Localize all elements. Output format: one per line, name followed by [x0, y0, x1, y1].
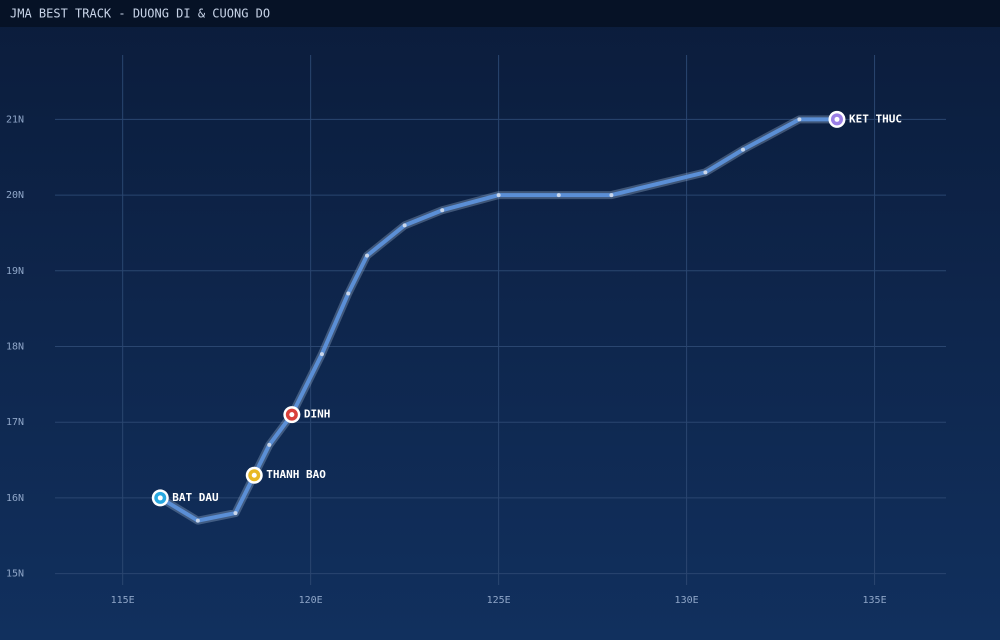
annotation-marker — [157, 495, 163, 501]
y-tick-label: 20N — [6, 190, 24, 201]
track-point — [740, 147, 745, 152]
title-bar — [0, 0, 1000, 27]
track-point — [195, 518, 200, 523]
track-point — [703, 170, 708, 175]
track-point — [609, 193, 614, 198]
annotation-label: DINH — [304, 408, 331, 421]
track-point — [440, 208, 445, 213]
y-tick-label: 17N — [6, 417, 24, 428]
x-tick-label: 130E — [675, 595, 699, 606]
y-tick-label: 19N — [6, 266, 24, 277]
y-tick-label: 18N — [6, 342, 24, 353]
track-point — [365, 253, 370, 258]
annotation-label: THANH BAO — [266, 468, 326, 481]
track-point — [797, 117, 802, 122]
x-tick-label: 115E — [111, 595, 135, 606]
track-point — [233, 511, 238, 516]
y-tick-label: 15N — [6, 569, 24, 580]
annotation-label: BAT DAU — [172, 491, 219, 504]
chart-title: JMA BEST TRACK - DUONG DI & CUONG DO — [10, 7, 270, 21]
annotation-marker — [251, 472, 257, 478]
annotation-marker — [834, 116, 840, 122]
plot: 115E 120E 125E 130E 135E 15N 16N 17N 18N 19N 20N 21… — [6, 55, 946, 606]
x-tick-label: 135E — [863, 595, 887, 606]
track-point — [346, 291, 351, 296]
x-tick-label: 125E — [487, 595, 511, 606]
x-tick-label: 120E — [299, 595, 323, 606]
track-point — [496, 193, 501, 198]
track-point — [267, 442, 272, 447]
y-tick-label: 21N — [6, 114, 24, 125]
track-point — [319, 352, 324, 357]
track-point — [556, 193, 561, 198]
y-tick-label: 16N — [6, 493, 24, 504]
annotation-marker — [289, 412, 295, 418]
annotation-label: KET THUC — [849, 112, 902, 125]
track-point — [402, 223, 407, 228]
